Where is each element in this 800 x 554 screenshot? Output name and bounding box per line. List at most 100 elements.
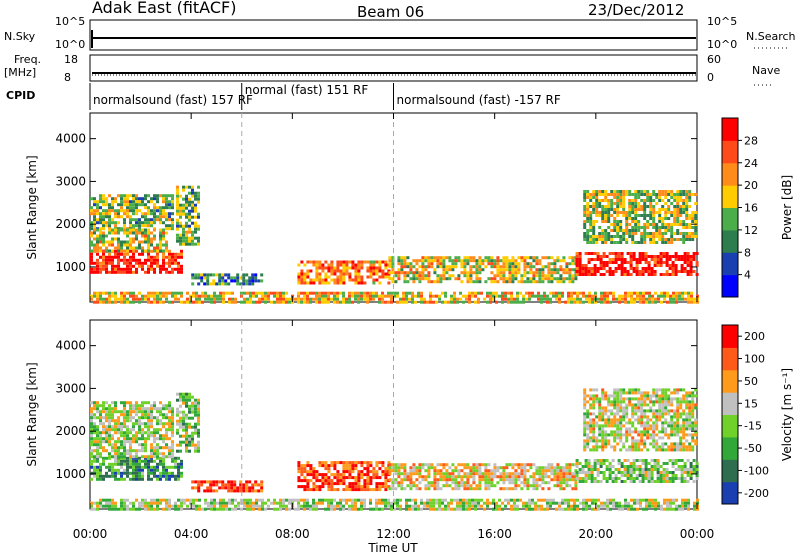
colorbar-swatch [722,325,738,348]
y-axis-label: Slant Range [km] [25,362,39,466]
colorbar-swatch [722,347,738,371]
colorbar-tick-label: 12 [744,224,758,237]
x-tick-label: 16:00 [477,527,512,541]
freq-panel [89,54,698,82]
nsearch-tick-low: 10^0 [707,38,737,51]
region-early-band [90,456,183,481]
time-axis: 00:00 04:00 08:00 12:00 16:00 20:00 00:00 [73,527,715,541]
y-tick-label: 3000 [55,381,86,395]
colorbar-frame [721,324,739,505]
y-tick-label: 1000 [55,467,86,481]
cpid-segment-0: normalsound (fast) 157 RF [93,93,253,107]
y-tick-label: 2000 [55,424,86,438]
beam-title: Beam 06 [357,3,424,21]
colorbar-label: Power [dB] [780,175,794,240]
region-early-high [90,401,174,459]
nsearch-label: N.Search [746,30,796,43]
y-tick-label: 3000 [55,174,86,188]
region-late-band [575,459,699,483]
colorbar-swatch [722,118,738,141]
colorbar-swatch [722,481,738,505]
colorbar-tick-label: 16 [744,202,758,215]
freq-tick-high: 18 [64,53,78,66]
colorbar-tick-label: 20 [744,179,758,192]
colorbar-tick-label: -50 [744,442,762,455]
region-spike [176,185,200,246]
region-early-low [90,228,168,253]
colorbar-tick-label: -200 [744,487,769,500]
nsky-panel [89,19,698,51]
region-late-high [583,388,698,452]
region-ground-clutter [90,291,699,304]
freq-label: Freq. [14,53,41,66]
colorbar-0: 4 8 12 16 20 24 28 [721,117,758,298]
freq-tick-low: 8 [64,71,71,84]
nsearch-tick-high: 10^5 [707,15,737,28]
region-late-high [583,190,698,244]
x-tick-label: 00:00 [73,527,108,541]
freq-unit: [MHz] [4,66,36,79]
colorbar-swatch [722,252,738,276]
y-tick-label: 2000 [55,217,86,231]
station-title: Adak East (fitACF) [92,0,236,17]
colorbar-swatch [722,185,738,208]
nave-tick-low: 0 [707,71,714,84]
y-axis-label: Slant Range [km] [25,155,39,259]
colorbar-tick-label: -100 [744,464,769,477]
nsky-tick-low: 10^0 [55,38,85,51]
colorbar-tick-label: 100 [744,353,765,366]
colorbar-tick-label: 28 [744,134,758,147]
cpid-segment-1: normal (fast) 151 RF [245,83,369,97]
region-spike [176,392,200,453]
region-ground-clutter [90,498,699,511]
colorbar-swatch [722,369,738,393]
x-tick-label: 08:00 [275,527,310,541]
y-tick-label: 4000 [55,132,86,146]
velocity-panel: 1000 2000 3000 4000 Slant Range [km] 200 100 50… [25,319,794,511]
x-tick-label: 00:00 [680,527,715,541]
region-afternoon [388,463,578,491]
colorbar-swatch [722,207,738,231]
power-panel: 1000 2000 3000 4000 Slant Range [km] 4 8 12 16 20… [25,112,794,304]
colorbar-swatch [722,140,738,164]
colorbar-1: 200 100 50 15 -15 -50 -100 -200 [721,324,769,505]
colorbar-tick-label: 4 [744,269,751,282]
colorbar-swatch [722,274,738,298]
colorbar-swatch [722,162,738,186]
x-tick-label: 04:00 [174,527,209,541]
region-early-high [90,194,174,231]
colorbar-label: Velocity [m s⁻¹] [780,368,794,461]
colorbar-tick-label: 50 [744,375,758,388]
nsky-label: N.Sky [4,30,36,43]
nave-tick-high: 60 [707,53,721,66]
region-morning-low [191,273,264,286]
colorbar-tick-label: 200 [744,330,765,343]
cpid-segment-2: normalsound (fast) -157 RF [397,93,561,107]
region-afternoon [388,256,578,284]
region-late-band [575,252,699,276]
colorbar-tick-label: 15 [744,397,758,410]
x-tick-label: 20:00 [579,527,614,541]
colorbar-tick-label: -15 [744,420,762,433]
colorbar-swatch [722,392,738,415]
date-title: 23/Dec/2012 [588,1,684,19]
nave-label: Nave [752,64,780,77]
data-cells-1 [90,388,699,511]
x-axis-label: Time UT [367,541,418,554]
colorbar-swatch [722,436,738,460]
region-midday [297,260,391,285]
colorbar-swatch [722,459,738,483]
cpid-label: CPID [6,89,35,102]
nsky-tick-high: 10^5 [55,15,85,28]
colorbar-swatch [722,414,738,438]
y-tick-label: 4000 [55,339,86,353]
x-tick-label: 12:00 [376,527,411,541]
colorbar-tick-label: 24 [744,157,758,170]
y-tick-label: 1000 [55,260,86,274]
data-cells-0 [90,185,699,304]
colorbar-swatch [722,229,738,253]
region-midday [297,461,391,492]
region-morning-low [191,480,264,493]
